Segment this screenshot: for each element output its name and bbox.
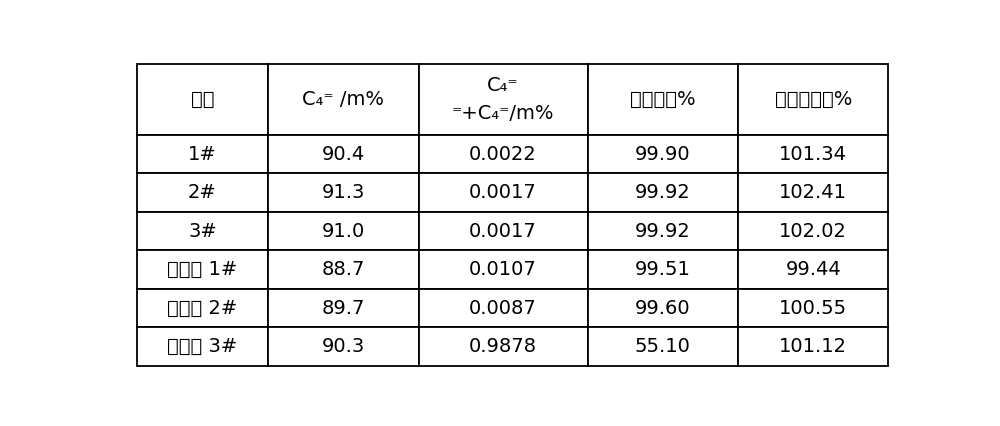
Text: 89.7: 89.7 [322, 299, 365, 318]
Text: 99.60: 99.60 [635, 299, 691, 318]
Bar [137, 212, 268, 250]
Text: 对比例 2#: 对比例 2# [167, 299, 238, 318]
Bar [738, 135, 888, 173]
Bar [137, 289, 268, 328]
Text: 序号: 序号 [191, 90, 214, 109]
Text: ⁼+C₄⁼/m%: ⁼+C₄⁼/m% [452, 104, 554, 123]
Bar [588, 64, 738, 135]
Bar [268, 250, 419, 289]
Bar [268, 289, 419, 328]
Text: 55.10: 55.10 [635, 337, 691, 356]
Bar [738, 328, 888, 366]
Bar [268, 328, 419, 366]
Text: 91.0: 91.0 [322, 222, 365, 241]
Text: 91.3: 91.3 [322, 183, 365, 202]
Bar [137, 135, 268, 173]
Text: 90.4: 90.4 [322, 144, 365, 164]
Text: 0.0022: 0.0022 [469, 144, 537, 164]
Text: 0.9878: 0.9878 [469, 337, 537, 356]
Text: C₄⁼ /m%: C₄⁼ /m% [302, 90, 384, 109]
Bar [268, 173, 419, 212]
Text: 102.02: 102.02 [779, 222, 847, 241]
Bar [588, 212, 738, 250]
Text: 99.51: 99.51 [635, 260, 691, 279]
Bar [588, 328, 738, 366]
Text: 99.90: 99.90 [635, 144, 691, 164]
Bar [588, 135, 738, 173]
Bar [738, 289, 888, 328]
Bar [137, 173, 268, 212]
Text: 对比例 3#: 对比例 3# [167, 337, 238, 356]
Bar [419, 250, 588, 289]
Text: 3#: 3# [188, 222, 217, 241]
Text: 90.3: 90.3 [322, 337, 365, 356]
Text: 99.92: 99.92 [635, 183, 691, 202]
Bar [588, 173, 738, 212]
Bar [738, 173, 888, 212]
Bar [738, 212, 888, 250]
Text: 0.0017: 0.0017 [469, 222, 537, 241]
Bar [588, 289, 738, 328]
Text: 99.92: 99.92 [635, 222, 691, 241]
Text: 0.0087: 0.0087 [469, 299, 537, 318]
Bar [268, 212, 419, 250]
Bar [268, 64, 419, 135]
Bar [268, 135, 419, 173]
Text: 丁烯收率，%: 丁烯收率，% [775, 90, 852, 109]
Text: 102.41: 102.41 [779, 183, 847, 202]
Bar [419, 173, 588, 212]
Text: 对比例 1#: 对比例 1# [167, 260, 238, 279]
Bar [588, 250, 738, 289]
Text: C₄⁼: C₄⁼ [487, 76, 519, 95]
Bar [738, 64, 888, 135]
Text: 1#: 1# [188, 144, 217, 164]
Text: 0.0107: 0.0107 [469, 260, 537, 279]
Bar [419, 135, 588, 173]
Bar [137, 250, 268, 289]
Bar [137, 328, 268, 366]
Text: 转化率，%: 转化率，% [630, 90, 696, 109]
Bar [738, 250, 888, 289]
Bar [419, 64, 588, 135]
Bar [419, 289, 588, 328]
Text: 101.34: 101.34 [779, 144, 847, 164]
Text: 100.55: 100.55 [779, 299, 847, 318]
Bar [137, 64, 268, 135]
Text: 2#: 2# [188, 183, 217, 202]
Text: 101.12: 101.12 [779, 337, 847, 356]
Text: 88.7: 88.7 [322, 260, 365, 279]
Text: 0.0017: 0.0017 [469, 183, 537, 202]
Text: 99.44: 99.44 [785, 260, 841, 279]
Bar [419, 328, 588, 366]
Bar [419, 212, 588, 250]
